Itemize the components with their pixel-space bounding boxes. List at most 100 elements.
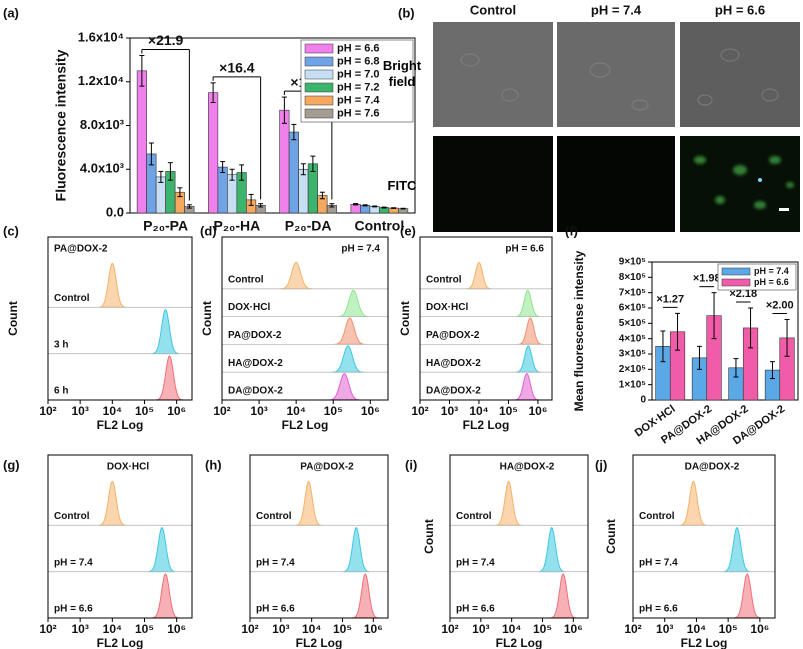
- plot-frame: [651, 261, 799, 401]
- y-axis-label: Mean fluorescense intensity: [572, 250, 586, 411]
- error-bar: [210, 82, 216, 104]
- y-tick-label: 8×10⁵: [619, 272, 647, 283]
- series-label: DOX·HCl: [426, 302, 468, 313]
- legend-label: pH = 7.4: [337, 94, 380, 106]
- histogram-peak: [515, 289, 541, 317]
- series-label: DOX·HCl: [228, 302, 270, 313]
- x-axis-label: FL2 Log: [681, 636, 728, 649]
- error-bar: [362, 204, 368, 207]
- histogram-peak: [550, 573, 577, 619]
- series-label: Control: [456, 511, 492, 522]
- series-label: HA@DOX-2: [426, 358, 481, 369]
- x-tick-label: 10²: [411, 404, 428, 418]
- error-bar: [291, 123, 297, 141]
- error-bar: [239, 164, 245, 181]
- y-axis-label: Count: [422, 519, 436, 554]
- x-tick-label: 10²: [39, 404, 56, 418]
- histogram-peak: [148, 526, 176, 573]
- plot-frame: [249, 454, 389, 619]
- x-axis-label: FL2 Log: [282, 418, 329, 432]
- series-label: pH = 6.6: [54, 604, 93, 615]
- x-tick-label: 10⁶: [361, 404, 380, 418]
- error-bar: [148, 142, 154, 166]
- series-label: Control: [639, 511, 675, 522]
- series-label: HA@DOX-2: [228, 358, 283, 369]
- plot-frame: [419, 236, 553, 401]
- error-bar: [139, 55, 145, 87]
- x-axis-label: FL2 Log: [97, 418, 144, 432]
- x-tick-label: 10⁶: [167, 622, 186, 636]
- y-tick-label: 5×10⁵: [619, 318, 647, 329]
- y-tick-label: 4×10⁵: [619, 333, 647, 344]
- histogram-peak: [514, 372, 540, 401]
- x-tick-label: 10⁶: [167, 404, 186, 418]
- legend-box: [300, 39, 414, 123]
- series-label: pH = 6.6: [256, 604, 295, 615]
- histogram-peak: [337, 289, 369, 317]
- histogram-peak: [155, 355, 184, 401]
- row-label: FITC: [387, 178, 417, 193]
- x-tick-label: 10²: [624, 622, 641, 636]
- series-label: pH = 6.6: [456, 604, 495, 615]
- legend-swatch: [304, 69, 334, 80]
- error-bar: [300, 163, 306, 176]
- series-label: Control: [256, 511, 292, 522]
- legend-swatch: [721, 278, 751, 287]
- plot-frame: [47, 236, 193, 401]
- legend-swatch: [304, 56, 334, 67]
- y-tick-label: 0: [640, 395, 646, 406]
- error-bar: [696, 345, 702, 370]
- x-tick-label: 10⁴: [302, 622, 321, 636]
- panel-label: (f): [565, 223, 578, 238]
- series-label: pH = 7.4: [456, 557, 495, 568]
- x-tick-label: 10⁵: [719, 622, 738, 636]
- panel-label: (c): [3, 223, 19, 238]
- histogram-peak: [517, 317, 543, 345]
- bar: [288, 131, 299, 214]
- bar: [350, 203, 361, 214]
- error-bar: [372, 205, 378, 208]
- error-bar: [186, 204, 192, 209]
- bar: [279, 109, 290, 214]
- legend-label: pH = 7.6: [337, 107, 380, 119]
- error-bar: [400, 207, 406, 210]
- x-axis-label: FL2 Log: [496, 636, 543, 649]
- y-axis-label: Count: [398, 301, 412, 336]
- x-tick-label: 10⁴: [287, 404, 306, 418]
- legend-swatch: [721, 267, 751, 276]
- panel-title: PA@DOX-2: [300, 462, 354, 473]
- x-tick-label: 10²: [441, 622, 458, 636]
- legend-swatch: [304, 95, 334, 106]
- y-tick-label: 1×10⁵: [619, 379, 647, 390]
- panel-title: PA@DOX-2: [54, 244, 108, 255]
- error-bar: [167, 162, 173, 181]
- x-tick-label: 10²: [213, 404, 230, 418]
- panel-label: (b): [398, 5, 415, 20]
- series-label: Control: [54, 511, 90, 522]
- series-label: Control: [426, 274, 462, 285]
- y-tick-label: 3×10⁵: [619, 349, 647, 360]
- image: [433, 136, 553, 232]
- x-tick-label: 10⁶: [364, 622, 383, 636]
- y-tick-label: 7×10⁵: [619, 287, 647, 298]
- x-tick-label: 10⁵: [324, 404, 343, 418]
- x-axis-label: FL2 Log: [463, 418, 510, 432]
- series-label: pH = 7.4: [54, 557, 93, 568]
- legend-label: pH = 6.8: [337, 55, 380, 67]
- x-tick-label: P₂₀-HA: [213, 218, 260, 234]
- legend-swatch: [304, 82, 334, 93]
- x-tick-label: 10⁴: [469, 404, 488, 418]
- image: [557, 22, 675, 127]
- y-tick-label: 0.0: [106, 204, 124, 219]
- annotation: ×1.98: [693, 273, 721, 285]
- series-label: pH = 7.4: [639, 557, 678, 568]
- annotation: ×21.9: [148, 32, 184, 48]
- x-tick-label: 10⁴: [687, 622, 706, 636]
- series-label: Control: [228, 274, 264, 285]
- x-tick-label: 10⁵: [135, 404, 154, 418]
- histogram-peak: [733, 573, 761, 619]
- bar: [360, 205, 371, 214]
- legend-label: pH = 7.0: [337, 68, 380, 80]
- error-bar: [675, 312, 681, 351]
